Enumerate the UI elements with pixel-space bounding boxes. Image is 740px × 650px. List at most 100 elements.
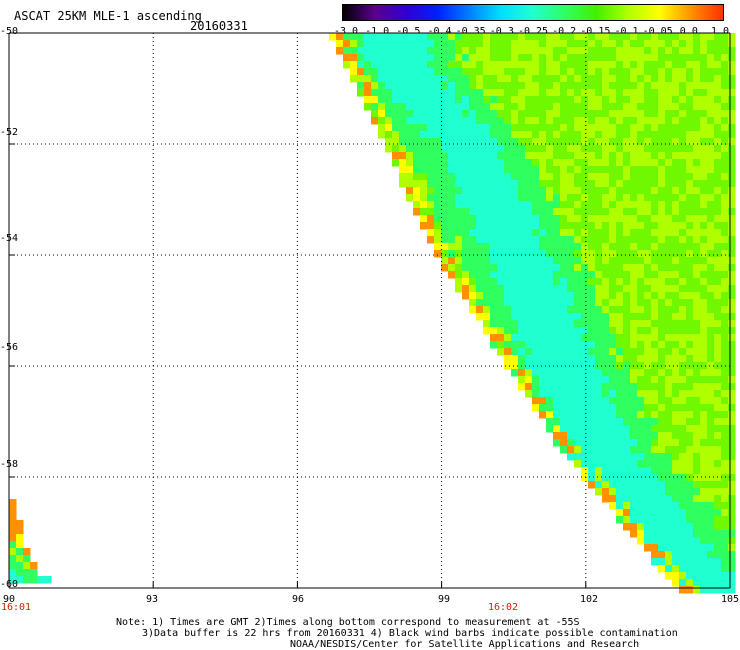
data-cell xyxy=(588,481,596,489)
data-cell xyxy=(672,236,680,244)
data-cell xyxy=(700,159,708,167)
data-cell xyxy=(476,313,484,321)
data-cell xyxy=(721,103,729,111)
data-cell xyxy=(700,103,708,111)
data-cell xyxy=(385,47,393,55)
data-cell xyxy=(623,481,631,489)
data-cell xyxy=(539,327,547,335)
data-cell xyxy=(476,68,484,76)
data-cell xyxy=(511,355,519,363)
data-cell xyxy=(469,187,477,195)
chart-title: ASCAT 25KM MLE-1 ascending xyxy=(14,9,202,23)
data-cell xyxy=(672,362,680,370)
data-cell xyxy=(609,40,617,48)
data-cell xyxy=(497,159,505,167)
data-cell xyxy=(483,236,491,244)
data-cell xyxy=(567,40,575,48)
data-cell xyxy=(350,75,358,83)
data-cell xyxy=(637,397,645,405)
data-cell xyxy=(679,425,687,433)
data-cell xyxy=(616,369,624,377)
data-cell xyxy=(588,383,596,391)
data-cell xyxy=(434,222,442,230)
data-cell xyxy=(420,152,428,160)
data-cell xyxy=(539,110,547,118)
data-cell xyxy=(581,166,589,174)
data-cell xyxy=(602,117,610,125)
data-cell xyxy=(385,75,393,83)
data-cell xyxy=(679,75,687,83)
data-cell xyxy=(609,82,617,90)
data-cell xyxy=(658,488,666,496)
data-cell xyxy=(609,159,617,167)
data-cell xyxy=(567,201,575,209)
data-cell xyxy=(693,488,701,496)
data-cell xyxy=(672,495,680,503)
data-cell xyxy=(686,180,694,188)
data-cell xyxy=(693,229,701,237)
data-cell xyxy=(700,355,708,363)
data-cell xyxy=(392,152,400,160)
data-cell xyxy=(707,40,715,48)
data-cell xyxy=(700,75,708,83)
data-cell xyxy=(343,61,351,69)
data-cell xyxy=(525,257,533,265)
data-cell xyxy=(518,243,526,251)
data-cell xyxy=(420,215,428,223)
data-cell xyxy=(686,264,694,272)
data-cell xyxy=(476,40,484,48)
data-cell xyxy=(602,467,610,475)
data-cell xyxy=(23,555,31,563)
data-cell xyxy=(658,439,666,447)
data-cell xyxy=(658,460,666,468)
data-cell xyxy=(469,96,477,104)
data-cell xyxy=(714,68,722,76)
data-cell xyxy=(385,138,393,146)
data-cell xyxy=(595,341,603,349)
data-cell xyxy=(539,201,547,209)
data-cell xyxy=(518,96,526,104)
data-cell xyxy=(721,467,729,475)
data-cell xyxy=(714,124,722,132)
data-cell xyxy=(707,89,715,97)
data-cell xyxy=(476,117,484,125)
data-cell xyxy=(469,208,477,216)
data-cell xyxy=(686,75,694,83)
data-cell xyxy=(574,299,582,307)
data-cell xyxy=(504,327,512,335)
data-cell xyxy=(665,131,673,139)
data-cell xyxy=(497,33,505,41)
data-cell xyxy=(518,159,526,167)
data-cell xyxy=(378,117,386,125)
data-cell xyxy=(518,215,526,223)
data-cell xyxy=(623,502,631,510)
data-cell xyxy=(518,89,526,97)
data-cell xyxy=(504,103,512,111)
data-cell xyxy=(553,334,561,342)
data-cell xyxy=(630,495,638,503)
data-cell xyxy=(476,264,484,272)
data-cell xyxy=(588,306,596,314)
data-cell xyxy=(595,166,603,174)
data-cell xyxy=(504,285,512,293)
data-cell xyxy=(672,481,680,489)
data-cell xyxy=(658,334,666,342)
data-cell xyxy=(441,96,449,104)
data-cell xyxy=(504,138,512,146)
data-cell xyxy=(490,96,498,104)
data-cell xyxy=(427,180,435,188)
data-cell xyxy=(497,47,505,55)
data-cell xyxy=(686,47,694,55)
data-cell xyxy=(637,488,645,496)
data-cell xyxy=(602,299,610,307)
data-cell xyxy=(553,320,561,328)
data-cell xyxy=(707,243,715,251)
data-cell xyxy=(630,110,638,118)
data-cell xyxy=(546,208,554,216)
data-cell xyxy=(385,54,393,62)
data-cell xyxy=(721,306,729,314)
data-cell xyxy=(679,453,687,461)
data-cell xyxy=(595,40,603,48)
data-cell xyxy=(672,341,680,349)
data-cell xyxy=(476,215,484,223)
